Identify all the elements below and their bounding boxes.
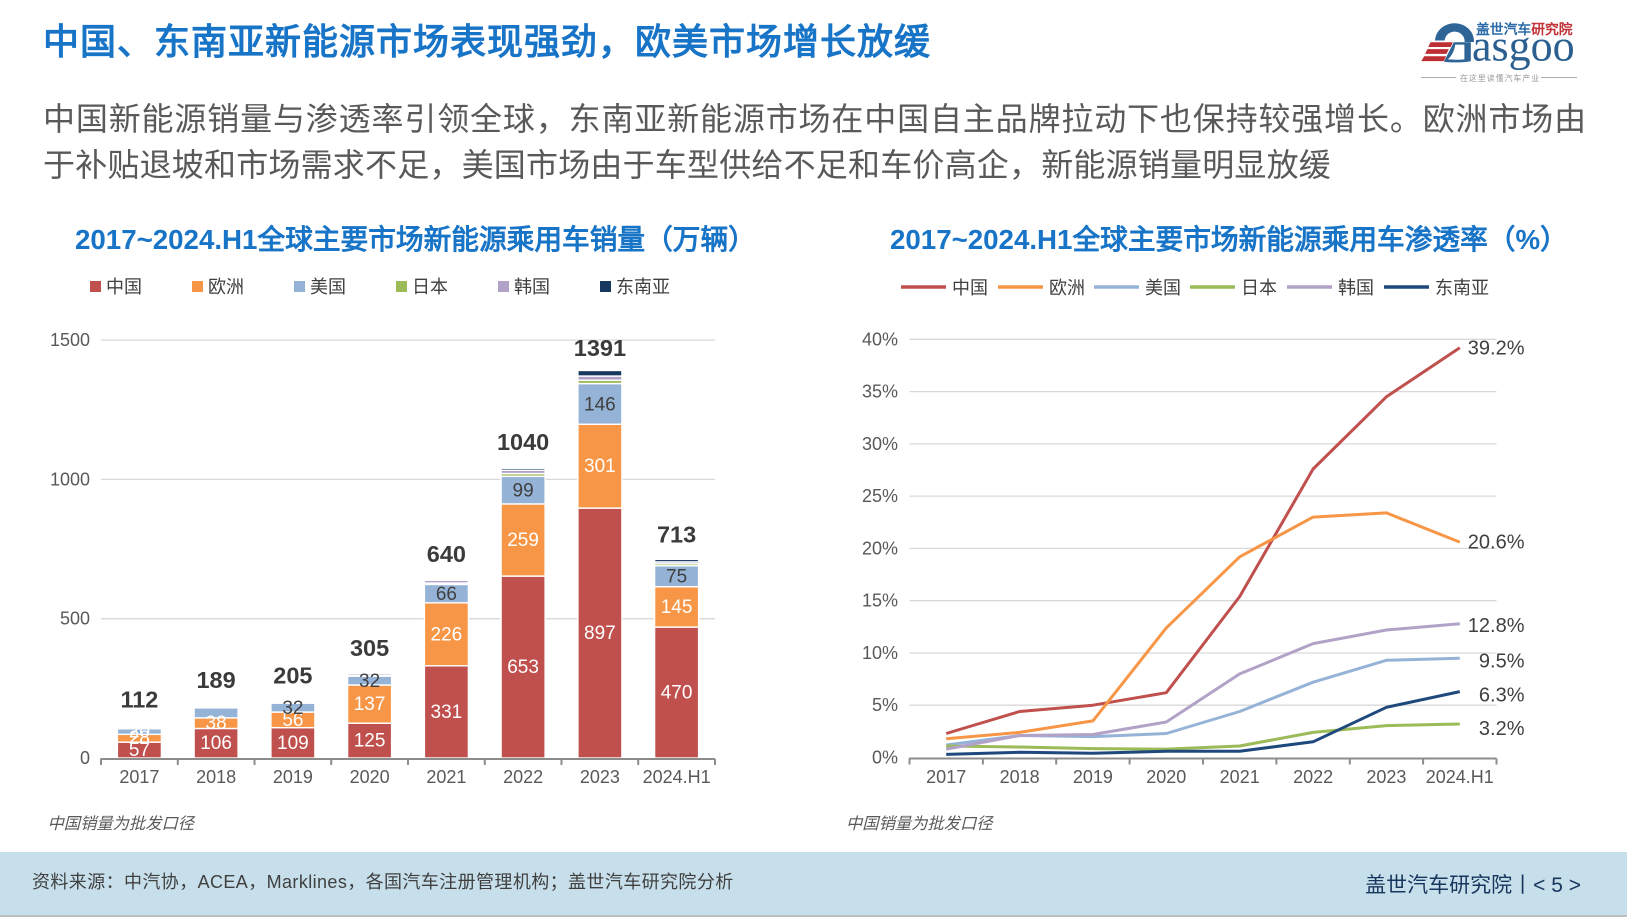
svg-text:106: 106	[200, 733, 232, 754]
svg-text:0%: 0%	[872, 748, 898, 768]
svg-text:1391: 1391	[574, 335, 626, 361]
svg-text:38: 38	[206, 713, 227, 734]
svg-text:9.5%: 9.5%	[1479, 650, 1525, 672]
svg-text:112: 112	[120, 686, 158, 712]
svg-text:asgoo: asgoo	[1472, 21, 1575, 70]
svg-text:2017: 2017	[119, 767, 159, 787]
svg-text:1500: 1500	[50, 330, 90, 350]
svg-text:305: 305	[350, 635, 389, 661]
svg-text:中国销量为批发口径: 中国销量为批发口径	[846, 815, 994, 833]
svg-text:301: 301	[584, 456, 616, 477]
svg-text:20: 20	[129, 722, 150, 743]
svg-text:145: 145	[661, 597, 693, 618]
svg-text:25%: 25%	[862, 486, 898, 506]
svg-text:500: 500	[60, 609, 90, 629]
svg-text:125: 125	[354, 731, 386, 752]
svg-text:189: 189	[196, 667, 235, 693]
svg-text:盖世汽车研究院: 盖世汽车研究院	[1476, 21, 1573, 37]
svg-text:57: 57	[129, 740, 150, 761]
svg-text:在这里读懂汽车产业: 在这里读懂汽车产业	[1460, 73, 1540, 83]
svg-text:2021: 2021	[1220, 767, 1260, 787]
svg-text:1040: 1040	[497, 429, 549, 455]
svg-text:中国: 中国	[106, 277, 142, 297]
svg-text:109: 109	[277, 733, 309, 754]
svg-text:2020: 2020	[350, 767, 390, 787]
svg-text:中国销量为批发口径: 中国销量为批发口径	[48, 815, 196, 833]
svg-text:35%: 35%	[862, 382, 898, 402]
svg-text:欧洲: 欧洲	[208, 277, 244, 297]
svg-text:2020: 2020	[1146, 767, 1186, 787]
svg-text:28: 28	[129, 728, 150, 749]
svg-text:12.8%: 12.8%	[1468, 615, 1525, 637]
svg-text:20.6%: 20.6%	[1468, 531, 1525, 553]
svg-text:2024.H1: 2024.H1	[643, 767, 711, 787]
svg-text:75: 75	[666, 567, 687, 588]
svg-text:2024.H1: 2024.H1	[1426, 767, 1494, 787]
svg-text:2021: 2021	[426, 767, 466, 787]
svg-text:2017: 2017	[926, 767, 966, 787]
svg-text:331: 331	[431, 702, 463, 723]
svg-text:39.2%: 39.2%	[1468, 338, 1525, 360]
svg-text:205: 205	[273, 662, 312, 688]
svg-text:30%: 30%	[862, 434, 898, 454]
svg-text:5%: 5%	[872, 695, 898, 715]
svg-text:20%: 20%	[862, 538, 898, 558]
svg-text:137: 137	[354, 694, 386, 715]
svg-text:东南亚: 东南亚	[616, 277, 670, 297]
svg-text:259: 259	[507, 530, 539, 551]
svg-text:2022: 2022	[1293, 767, 1333, 787]
svg-text:2018: 2018	[196, 767, 236, 787]
svg-text:2023: 2023	[580, 767, 620, 787]
svg-text:2018: 2018	[1000, 767, 1040, 787]
svg-text:2017~2024.H1全球主要市场新能源乘用车渗透率（%）: 2017~2024.H1全球主要市场新能源乘用车渗透率（%）	[890, 224, 1568, 255]
svg-text:美国: 美国	[1145, 278, 1181, 298]
svg-text:2022: 2022	[503, 767, 543, 787]
svg-text:韩国: 韩国	[1338, 278, 1374, 298]
svg-text:897: 897	[584, 623, 616, 644]
svg-text:6.3%: 6.3%	[1479, 685, 1525, 707]
svg-text:韩国: 韩国	[514, 277, 550, 297]
svg-text:2019: 2019	[1073, 767, 1113, 787]
svg-text:640: 640	[427, 541, 466, 567]
svg-text:美国: 美国	[310, 277, 346, 297]
svg-text:日本: 日本	[412, 277, 448, 297]
svg-text:40%: 40%	[862, 329, 898, 349]
svg-text:470: 470	[661, 683, 693, 704]
svg-text:66: 66	[436, 584, 457, 605]
svg-text:10%: 10%	[862, 643, 898, 663]
svg-text:713: 713	[657, 521, 696, 547]
svg-text:2019: 2019	[273, 767, 313, 787]
svg-text:盖世汽车研究院丨< 5 >: 盖世汽车研究院丨< 5 >	[1365, 874, 1581, 897]
svg-text:32: 32	[282, 698, 303, 719]
svg-text:15%: 15%	[862, 591, 898, 611]
svg-text:欧洲: 欧洲	[1049, 278, 1085, 298]
svg-text:653: 653	[507, 657, 539, 678]
svg-text:146: 146	[584, 394, 616, 415]
svg-text:0: 0	[80, 748, 90, 768]
svg-text:中国: 中国	[952, 278, 988, 298]
svg-text:32: 32	[359, 671, 380, 692]
svg-text:3.2%: 3.2%	[1479, 718, 1525, 740]
svg-text:资料来源：中汽协，ACEA，Marklines，各国汽车注册: 资料来源：中汽协，ACEA，Marklines，各国汽车注册管理机构；盖世汽车研…	[32, 872, 734, 892]
svg-text:日本: 日本	[1241, 278, 1277, 298]
svg-text:226: 226	[431, 624, 463, 645]
svg-text:2017~2024.H1全球主要市场新能源乘用车销量（万辆）: 2017~2024.H1全球主要市场新能源乘用车销量（万辆）	[75, 224, 756, 255]
svg-text:1000: 1000	[50, 469, 90, 489]
svg-text:99: 99	[513, 481, 534, 502]
svg-text:56: 56	[282, 710, 303, 731]
svg-text:东南亚: 东南亚	[1435, 278, 1489, 298]
svg-text:2023: 2023	[1366, 767, 1406, 787]
